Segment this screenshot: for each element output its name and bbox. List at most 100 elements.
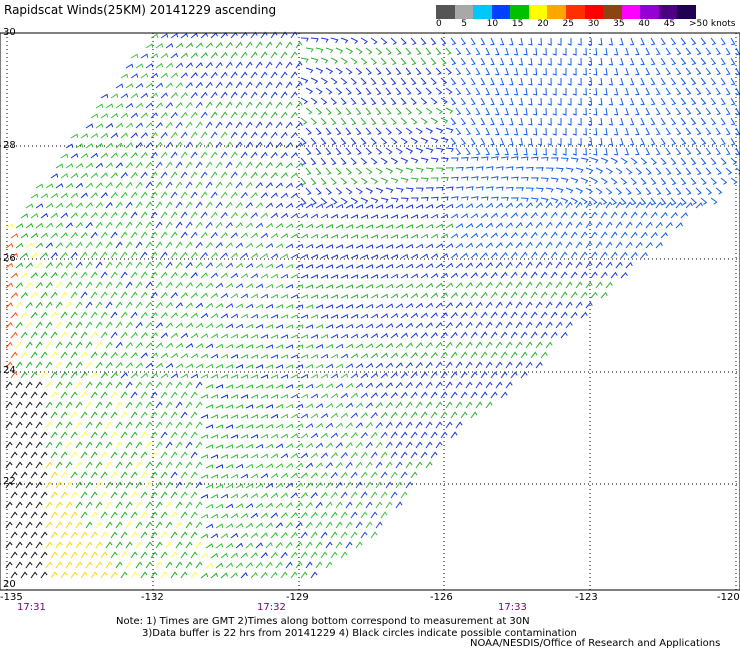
wind-barb: [245, 344, 254, 349]
wind-barb: [345, 541, 353, 549]
wind-barb: [665, 87, 671, 96]
wind-barb: [95, 281, 103, 289]
wind-barb: [725, 107, 731, 116]
wind-barb: [90, 331, 98, 339]
wind-barb: [370, 451, 378, 459]
wind-barb: [480, 97, 486, 106]
wind-barb: [390, 471, 398, 479]
wind-barb: [20, 213, 29, 219]
wind-barb: [335, 47, 344, 54]
wind-barb: [375, 461, 383, 469]
wind-barb: [325, 343, 334, 349]
wind-barb: [180, 451, 188, 459]
wind-barb: [210, 533, 219, 539]
wind-barb: [555, 261, 563, 269]
wind-barb: [670, 211, 678, 219]
wind-barb: [230, 211, 238, 219]
wind-barb: [115, 421, 123, 429]
wind-barb: [520, 291, 528, 299]
wind-barb: [295, 423, 304, 429]
lat-lon-grid: [0, 32, 740, 591]
wind-barb: [230, 313, 239, 319]
wind-barb: [265, 263, 274, 269]
wind-barb: [115, 501, 123, 509]
wind-barb: [370, 97, 377, 106]
wind-barb: [285, 81, 293, 89]
wind-barb: [85, 421, 93, 429]
wind-barb: [625, 201, 633, 209]
wind-barb: [435, 186, 444, 191]
wind-barb: [335, 167, 342, 175]
wind-barb: [330, 234, 339, 239]
wind-barb: [610, 157, 619, 164]
wind-barb: [240, 453, 249, 459]
wind-barb: [355, 67, 363, 75]
wind-barb: [295, 81, 303, 89]
wind-barb: [50, 511, 58, 519]
wind-barb: [575, 167, 584, 173]
wind-barb: [105, 541, 113, 549]
wind-barb: [360, 274, 369, 279]
wind-barb: [70, 351, 78, 359]
wind-barb: [30, 193, 39, 199]
wind-barb: [355, 167, 363, 175]
wind-barb: [270, 131, 278, 139]
wind-barb: [310, 77, 319, 84]
wind-barb: [295, 121, 303, 129]
wind-barb: [240, 232, 249, 239]
wind-barb: [280, 374, 289, 379]
wind-barb: [305, 47, 314, 53]
wind-barb: [400, 37, 407, 45]
wind-barb: [385, 224, 394, 229]
wind-barb: [380, 471, 388, 479]
wind-barb: [250, 374, 259, 379]
wind-barb: [220, 91, 228, 99]
wind-barb: [115, 281, 123, 289]
wind-barb: [10, 252, 19, 259]
wind-barb: [195, 302, 204, 309]
wind-barb: [265, 81, 273, 89]
wind-barb: [390, 372, 398, 379]
wind-barb: [405, 187, 414, 193]
wind-barb: [35, 401, 43, 409]
wind-barb: [630, 231, 638, 239]
wind-barb: [265, 443, 274, 449]
wind-barb: [140, 372, 149, 379]
wind-barb: [545, 201, 553, 209]
wind-barb: [425, 67, 432, 76]
wind-barb: [285, 304, 294, 309]
wind-barb: [5, 501, 13, 509]
wind-barb: [710, 157, 717, 166]
wind-barb: [560, 331, 568, 339]
wind-barb: [110, 191, 118, 199]
wind-barb: [575, 221, 583, 229]
wind-barb: [460, 272, 468, 279]
wind-barb: [105, 481, 113, 489]
wind-barb: [320, 531, 328, 539]
wind-barb: [380, 197, 389, 203]
wind-barb: [415, 361, 423, 369]
wind-barb: [30, 391, 38, 399]
wind-barb: [190, 272, 198, 279]
wind-barb: [235, 343, 244, 349]
wind-barb: [175, 101, 183, 109]
wind-barb: [420, 57, 427, 66]
wind-barb: [105, 201, 113, 209]
wind-barb: [280, 394, 289, 399]
wind-barb: [540, 291, 548, 299]
wind-barb: [515, 166, 524, 171]
wind-barb: [260, 492, 269, 499]
wind-barb: [600, 177, 608, 185]
wind-barb: [120, 531, 128, 539]
wind-barb: [300, 77, 309, 84]
wind-barb: [385, 441, 393, 449]
wind-barb: [535, 281, 543, 289]
wind-barb: [455, 107, 462, 116]
wind-barb: [200, 373, 209, 379]
wind-barb: [140, 471, 148, 479]
wind-barb: [430, 451, 438, 459]
wind-barb: [485, 242, 493, 249]
wind-barb: [60, 173, 69, 179]
wind-barb: [290, 492, 298, 499]
wind-barb: [515, 341, 523, 349]
